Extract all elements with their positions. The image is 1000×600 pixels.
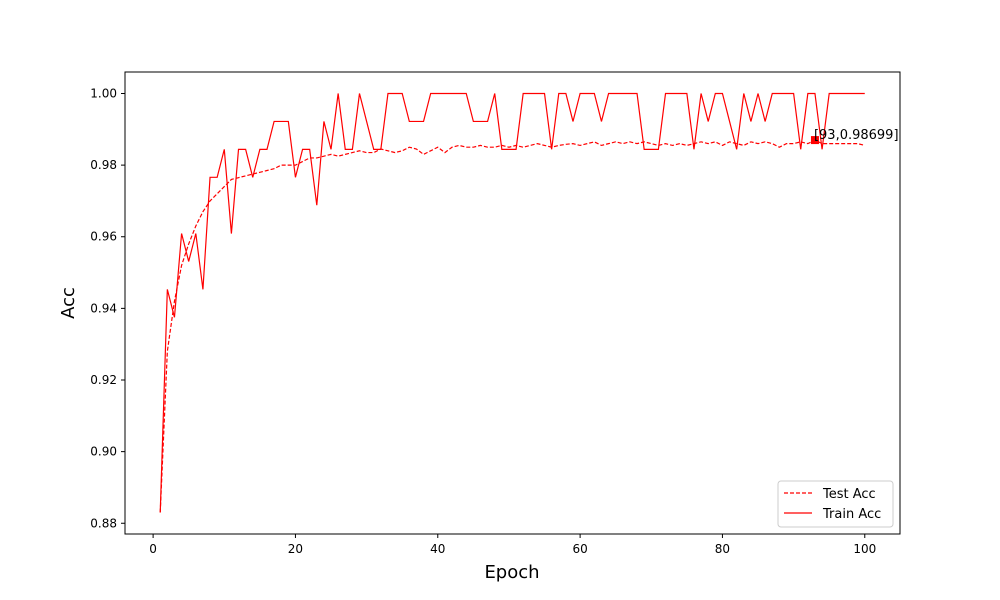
plot-frame — [124, 71, 901, 535]
y-tick-label: 0.96 — [90, 230, 117, 244]
x-tick-label: 80 — [715, 542, 730, 556]
y-tick-label: 1.00 — [90, 86, 117, 100]
series-line-train-acc — [159, 92, 865, 513]
annotation-marker — [810, 136, 819, 145]
y-axis-ticks: 0.88 0.90 0.92 0.94 0.96 0.98 1.00 — [90, 86, 125, 530]
x-tick-label: 60 — [572, 542, 587, 556]
legend: Test Acc Train Acc — [777, 480, 894, 528]
x-tick-label: 0 — [149, 542, 157, 556]
x-tick-label: 100 — [853, 542, 876, 556]
plot-lines — [159, 92, 865, 513]
legend-box — [777, 480, 894, 528]
x-tick-label: 20 — [288, 542, 303, 556]
x-axis-label: Epoch — [484, 562, 539, 583]
y-tick-label: 0.92 — [90, 373, 117, 387]
y-tick-label: 0.88 — [90, 516, 117, 530]
y-tick-label: 0.90 — [90, 445, 117, 459]
y-axis-label: Acc — [58, 287, 79, 319]
annotation: [93,0.98699] — [810, 128, 899, 145]
annotation-label: [93,0.98699] — [814, 128, 899, 143]
x-tick-label: 40 — [430, 542, 445, 556]
y-tick-label: 0.98 — [90, 158, 117, 172]
y-tick-label: 0.94 — [90, 301, 117, 315]
legend-train-label: Train Acc — [822, 507, 881, 522]
x-axis-ticks: 0 20 40 60 80 100 — [149, 534, 876, 556]
series-line-test-acc — [159, 139, 865, 513]
legend-test-label: Test Acc — [822, 487, 876, 502]
